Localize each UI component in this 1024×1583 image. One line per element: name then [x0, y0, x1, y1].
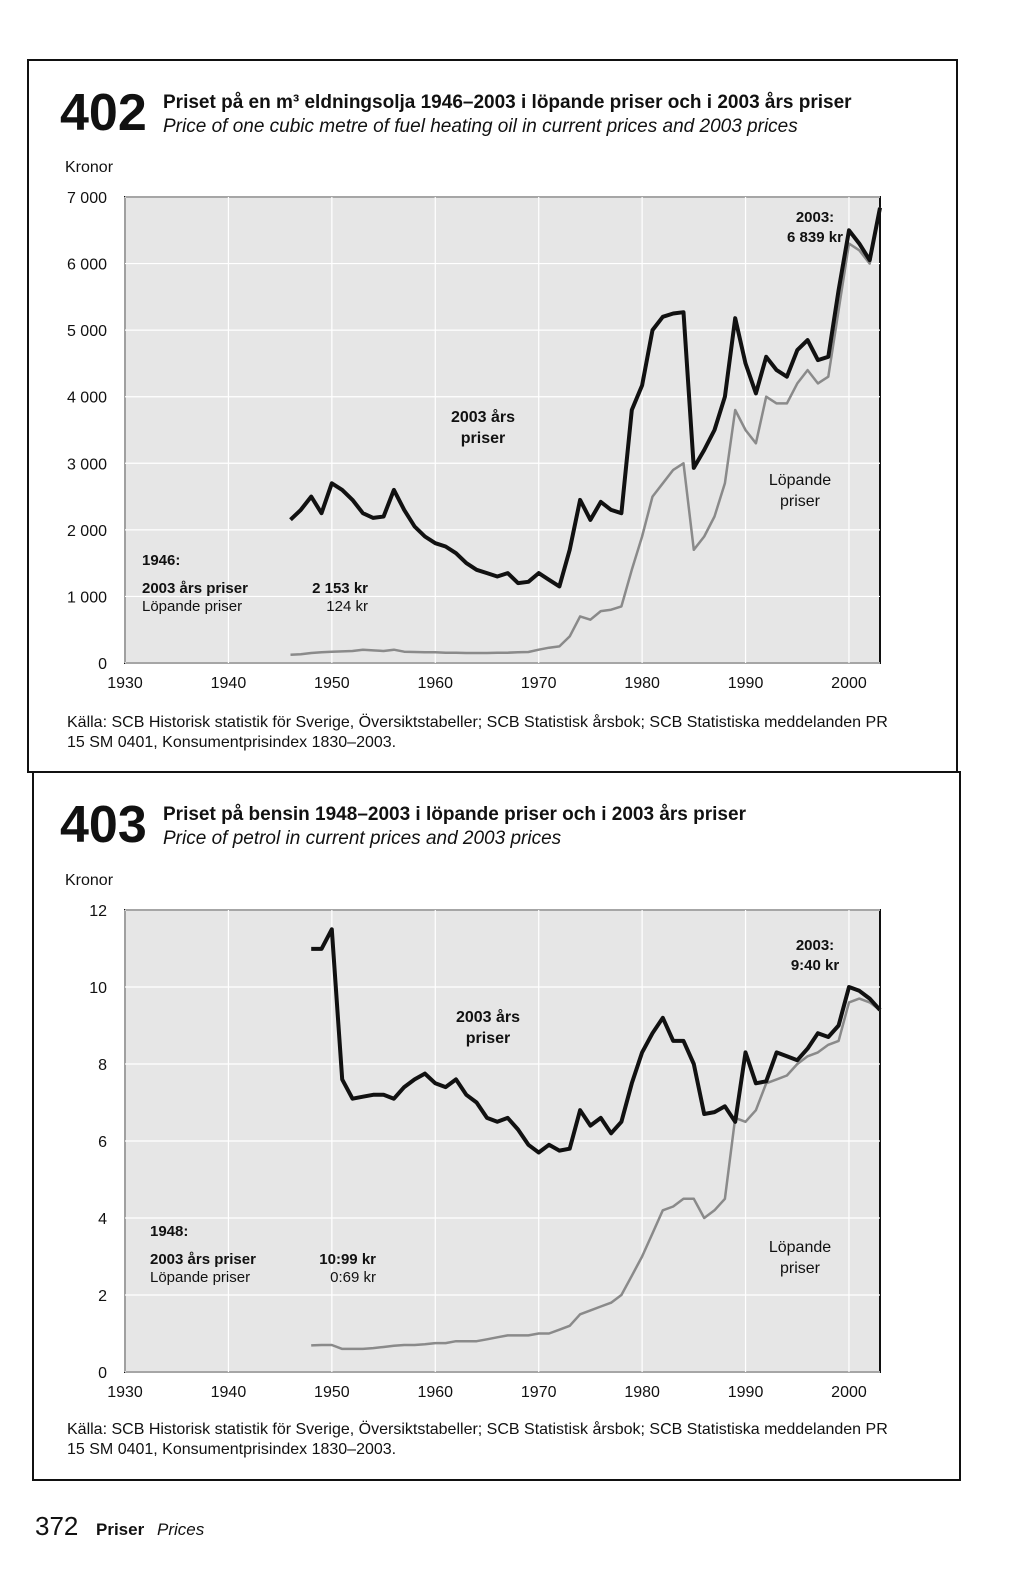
y-tick-label: 6 000 [67, 257, 107, 274]
y-tick-label: 0 [98, 656, 107, 673]
x-tick-label: 1940 [211, 675, 247, 692]
data-line [311, 927, 882, 1155]
y-axis-label: Kronor [65, 872, 114, 889]
start-row-label: 2003 års priser [150, 1251, 256, 1268]
y-tick-label: 8 [98, 1057, 107, 1074]
y-tick-label: 4 000 [67, 390, 107, 407]
y-tick-label: 0 [98, 1365, 107, 1382]
data-line [311, 997, 881, 1351]
source: Källa: SCB Historisk statistik för Sveri… [67, 1421, 888, 1458]
y-tick-label: 6 [98, 1134, 107, 1151]
x-tick-label: 1950 [314, 675, 350, 692]
x-tick-label: 1930 [107, 1384, 143, 1401]
x-tick-label: 1960 [417, 675, 453, 692]
page-number: 372 [35, 1511, 78, 1541]
data-line [290, 207, 882, 656]
series-label: Löpande priser [769, 472, 831, 510]
x-tick-label: 2000 [831, 675, 867, 692]
section: Priser [96, 1520, 145, 1539]
start-row-label: Löpande priser [150, 1269, 250, 1286]
plot-area [124, 196, 881, 664]
x-tick-label: 1930 [107, 675, 143, 692]
start-year: 1946: [142, 552, 180, 569]
series-label: Löpande priser [769, 1239, 831, 1277]
x-tick-label: 2000 [831, 1384, 867, 1401]
start-row-value: 10:99 kr [319, 1251, 376, 1268]
y-tick-label: 3 000 [67, 456, 107, 473]
section-en: Prices [157, 1520, 205, 1539]
series-label: 2003 års priser [456, 1008, 520, 1047]
x-tick-label: 1990 [728, 1384, 764, 1401]
y-axis-label: Kronor [65, 159, 114, 176]
start-row-label: Löpande priser [142, 598, 242, 615]
y-tick-label: 12 [89, 903, 107, 920]
end-label: 2003: [796, 937, 834, 954]
figure-frame [32, 771, 961, 1481]
figure-number: 403 [60, 796, 147, 854]
y-tick-label: 5 000 [67, 323, 107, 340]
x-tick-label: 1970 [521, 675, 557, 692]
start-year: 1948: [150, 1223, 188, 1240]
x-tick-label: 1990 [728, 675, 764, 692]
x-tick-label: 1940 [211, 1384, 247, 1401]
start-row-label: 2003 års priser [142, 580, 248, 597]
start-row-value: 0:69 kr [330, 1269, 376, 1286]
start-row-value: 2 153 kr [312, 580, 368, 597]
chart-subtitle: Price of one cubic metre of fuel heating… [163, 116, 798, 137]
x-tick-label: 1960 [417, 1384, 453, 1401]
start-row-value: 124 kr [326, 598, 368, 615]
y-tick-label: 7 000 [67, 190, 107, 207]
figure-number: 402 [60, 84, 147, 142]
x-tick-label: 1970 [521, 1384, 557, 1401]
y-tick-label: 2 000 [67, 523, 107, 540]
x-tick-label: 1980 [624, 675, 660, 692]
end-label: 2003: [796, 209, 834, 226]
x-tick-label: 1980 [624, 1384, 660, 1401]
series-label: 2003 års priser [451, 408, 515, 447]
y-tick-label: 10 [89, 980, 107, 997]
data-line [289, 207, 882, 589]
chart-subtitle: Price of petrol in current prices and 20… [163, 828, 562, 849]
chart-title: Priset på bensin 1948–2003 i löpande pri… [163, 804, 747, 825]
y-tick-label: 4 [98, 1211, 107, 1228]
source: Källa: SCB Historisk statistik för Sveri… [67, 714, 888, 751]
chart-title: Priset på en m³ eldningsolja 1946–2003 i… [163, 92, 852, 113]
y-tick-label: 2 [98, 1288, 107, 1305]
end-label: 9:40 kr [791, 957, 840, 974]
x-tick-label: 1950 [314, 1384, 350, 1401]
end-label: 6 839 kr [787, 229, 843, 246]
y-tick-label: 1 000 [67, 589, 107, 606]
